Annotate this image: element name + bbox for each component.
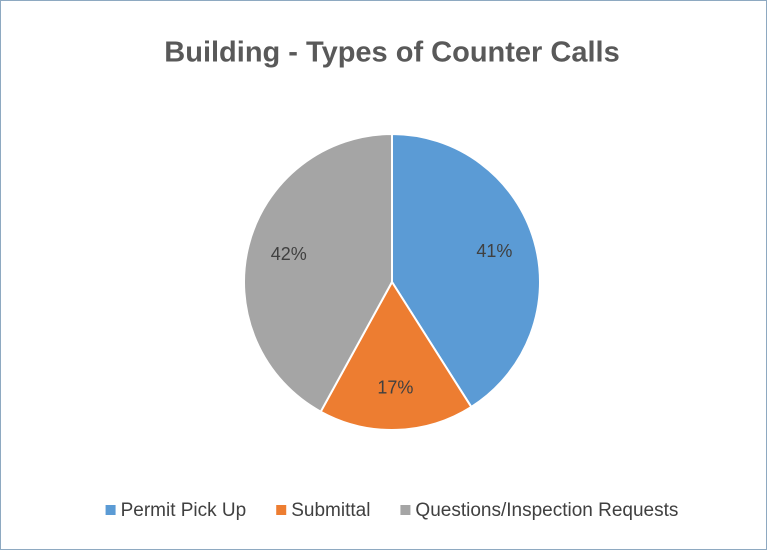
legend-swatch <box>276 505 287 515</box>
data-label: 42% <box>271 244 307 264</box>
legend-label: Permit Pick Up <box>121 500 247 521</box>
pie-slice <box>319 280 473 431</box>
pie-slice <box>243 132 393 414</box>
legend-swatch <box>400 505 411 515</box>
legend-label: Questions/Inspection Requests <box>415 500 678 521</box>
chart-title: Building - Types of Counter Calls <box>164 37 619 69</box>
data-label: 17% <box>377 377 413 397</box>
legend-swatch <box>105 505 116 515</box>
legend-label: Submittal <box>291 500 370 521</box>
data-label: 41% <box>476 241 512 261</box>
